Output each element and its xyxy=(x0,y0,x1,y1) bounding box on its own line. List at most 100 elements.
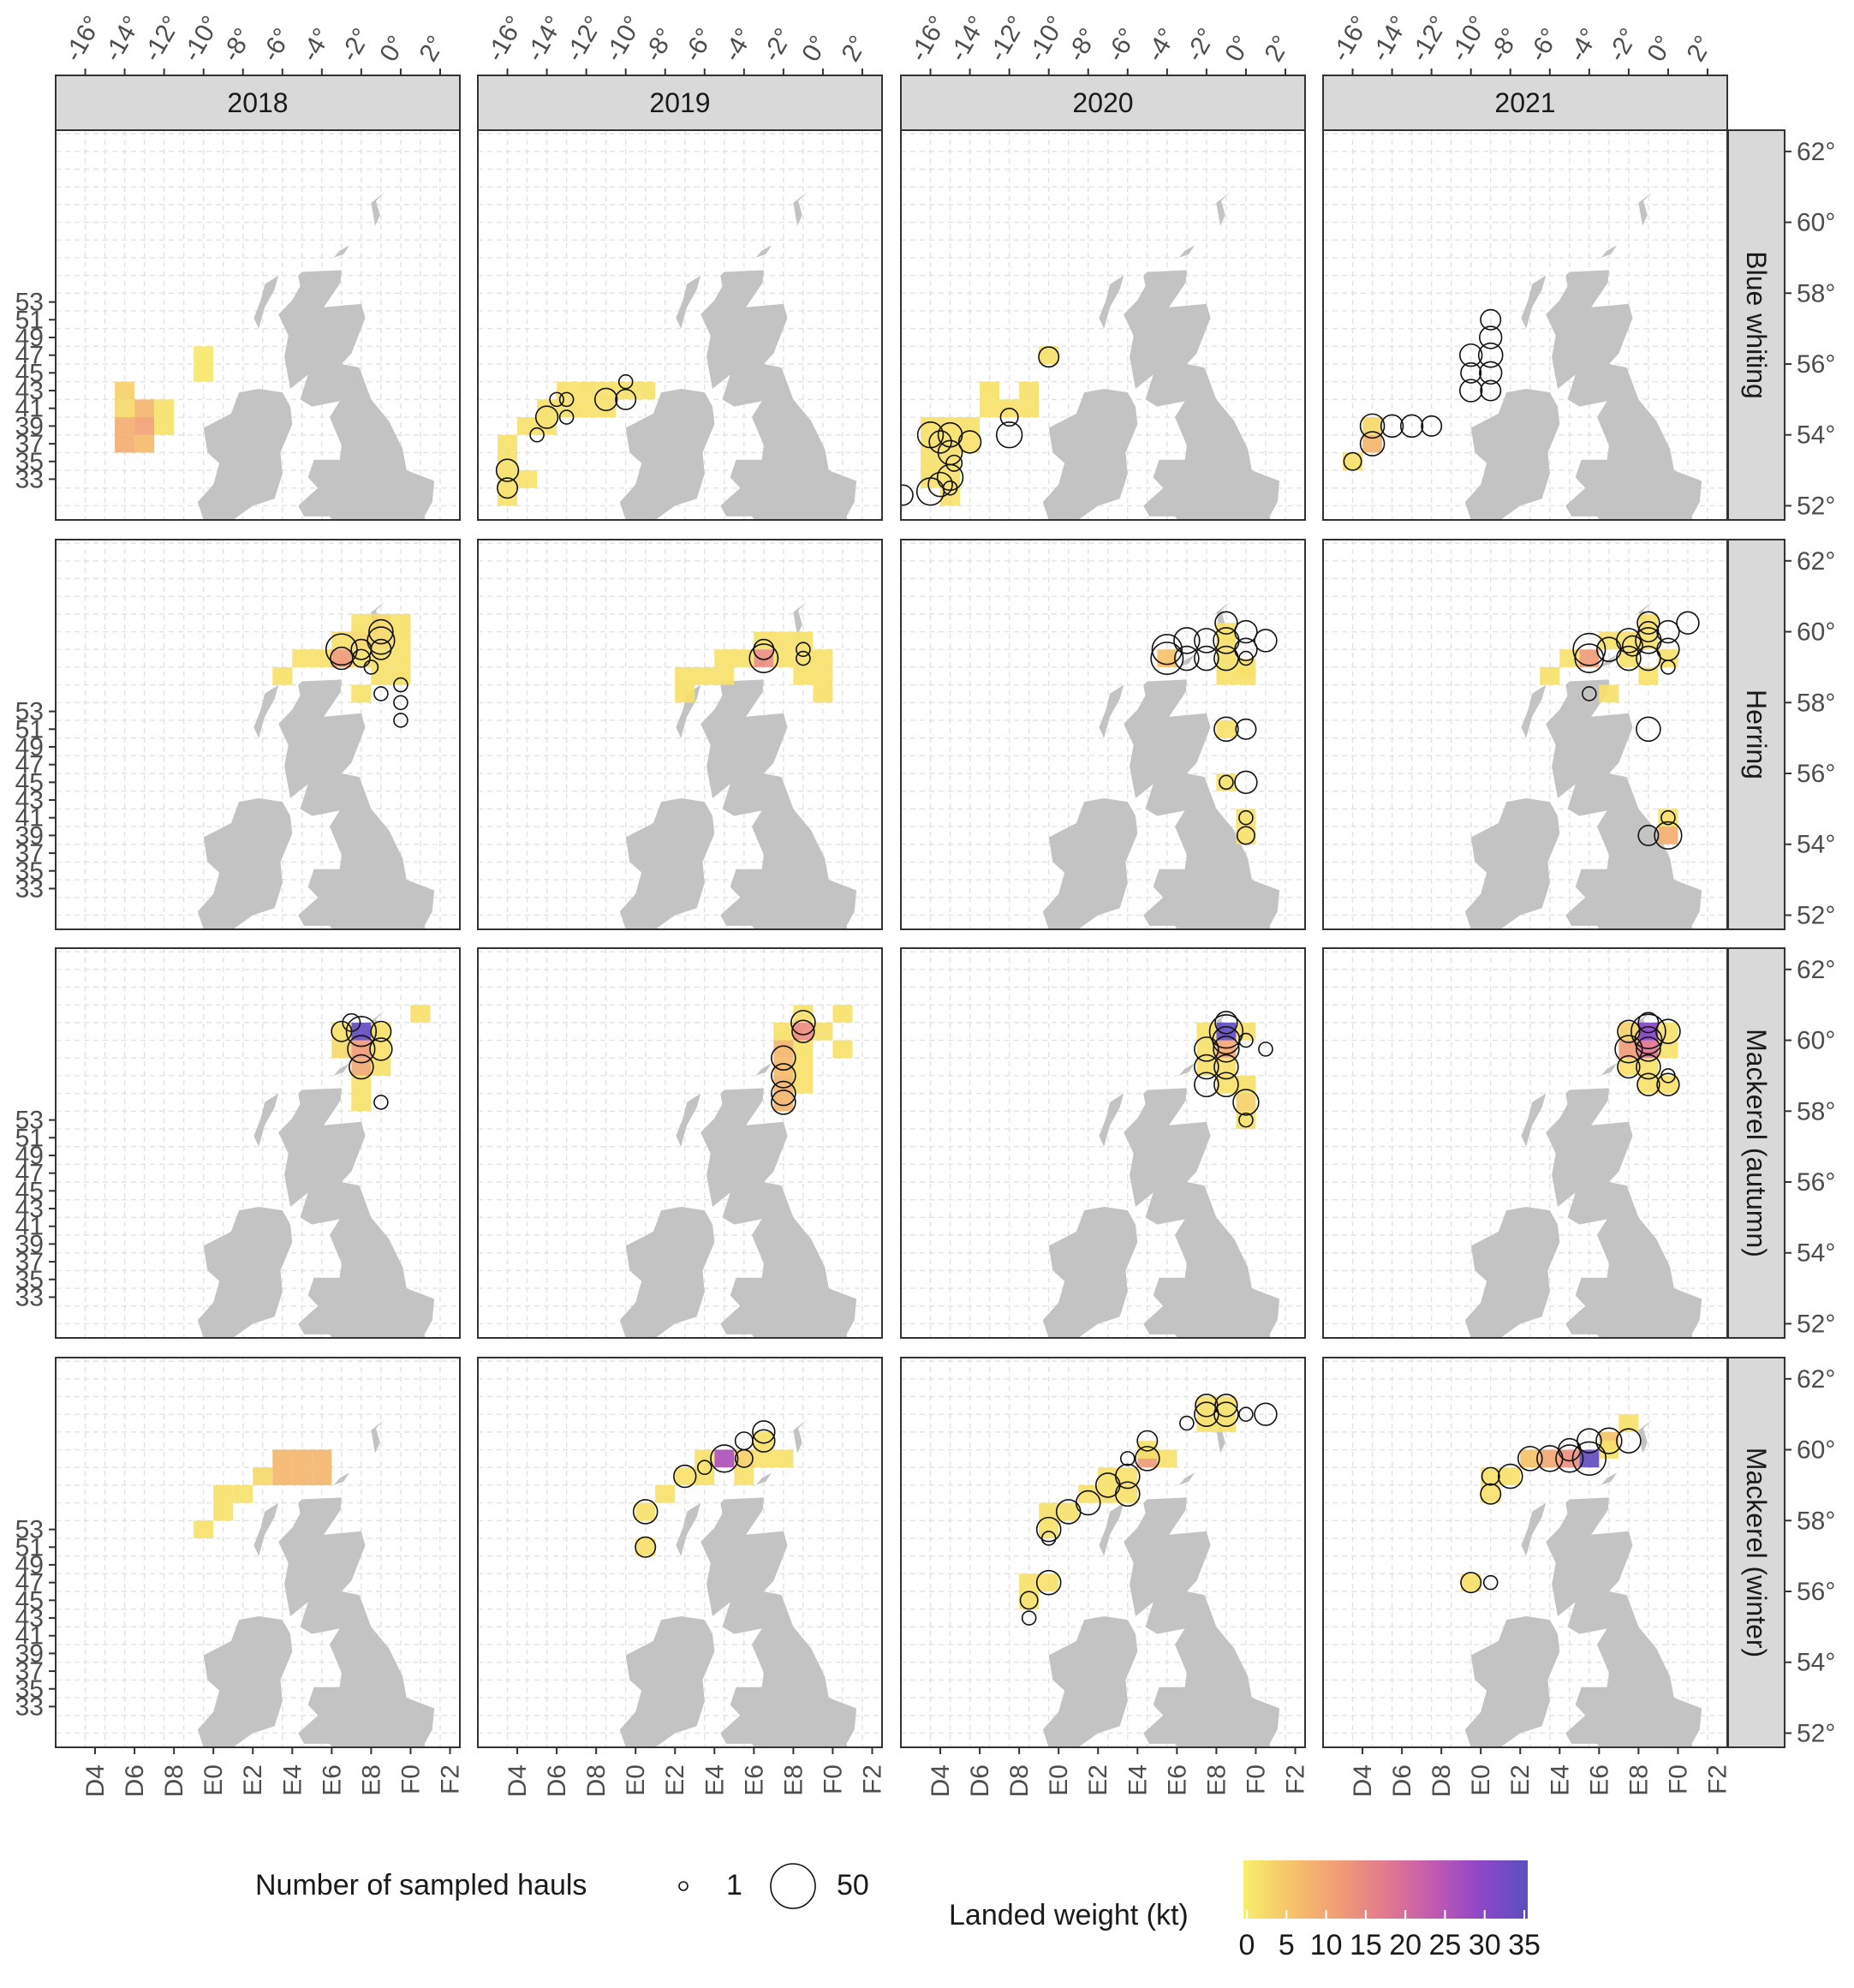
left-tick-label: 37 xyxy=(15,1657,44,1686)
weight-cell xyxy=(596,399,617,418)
haul-circle xyxy=(1235,718,1257,740)
haul-circle xyxy=(1660,660,1676,675)
land-polygon xyxy=(1546,679,1702,929)
left-tick-label: 41 xyxy=(15,1213,44,1241)
left-tick-label: 33 xyxy=(15,1692,44,1721)
bottom-axis: D4 D6 D8 E0 E2 E4 E6 E8 F0 F2 xyxy=(1349,1747,1732,1797)
haul-circle xyxy=(1119,1451,1136,1466)
land-polygon xyxy=(755,1472,772,1485)
haul-circle xyxy=(927,471,953,498)
land-polygon xyxy=(1464,1207,1560,1338)
top-tick-label: -12° xyxy=(1405,11,1453,66)
weight-cell xyxy=(351,1075,372,1094)
weight-cell xyxy=(1196,1396,1217,1415)
top-tick-label: -4° xyxy=(718,24,759,67)
weight-cell xyxy=(960,417,981,435)
land xyxy=(197,1010,435,1338)
top-tick-label: -16° xyxy=(904,11,952,66)
map-panel xyxy=(477,947,883,1339)
map-panel xyxy=(55,1357,461,1748)
haul-circle xyxy=(1359,413,1386,439)
right-tick-label: 62° xyxy=(1797,138,1835,166)
hauls-legend-circle-small xyxy=(678,1881,689,1891)
bottom-axis: D4 D6 D8 E0 E2 E4 E6 E8 F0 F2 xyxy=(81,1747,464,1797)
weight-cell xyxy=(351,1040,372,1059)
left-tick-label: 51 xyxy=(15,306,44,334)
panel-content xyxy=(901,948,1305,1338)
haul-circle xyxy=(999,408,1019,427)
land-polygon xyxy=(197,798,293,929)
right-tick-label: 56° xyxy=(1797,1168,1835,1197)
haul-circle xyxy=(1536,1445,1564,1472)
weight-cell xyxy=(773,649,794,667)
bottom-tick-label: E4 xyxy=(1124,1764,1152,1796)
weight-cell xyxy=(1362,417,1383,435)
weight-cell xyxy=(734,1449,754,1468)
weight-cell xyxy=(292,1467,313,1485)
left-tick-label: 53 xyxy=(15,289,44,317)
panel-border xyxy=(55,1357,461,1748)
map-panel xyxy=(55,129,461,521)
weight-cells xyxy=(1343,417,1383,471)
bottom-tick-label: F0 xyxy=(1664,1764,1692,1794)
weight-cell xyxy=(655,1484,676,1503)
left-tick-label: 35 xyxy=(15,1266,44,1294)
left-tick-label: 51 xyxy=(15,715,44,743)
left-tick-label: 37 xyxy=(15,839,44,868)
map-panel xyxy=(900,129,1306,521)
weight-cell xyxy=(1500,1467,1521,1485)
right-tick-label: 56° xyxy=(1797,760,1835,788)
land xyxy=(619,1010,857,1338)
left-tick-label: 45 xyxy=(15,359,44,387)
bottom-tick-label: E2 xyxy=(239,1764,267,1796)
haul-circle xyxy=(1614,1035,1643,1064)
right-tick-label: 58° xyxy=(1797,689,1835,717)
weight-cell xyxy=(773,1040,794,1059)
land-polygon xyxy=(1521,684,1547,738)
panel-border xyxy=(900,539,1306,930)
land-polygon xyxy=(676,1093,701,1147)
panel-content xyxy=(1323,130,1727,520)
panel-border xyxy=(477,947,883,1339)
hauls-legend-title: Number of sampled hauls xyxy=(255,1869,587,1901)
weight-cell xyxy=(371,1040,391,1059)
haul-circle xyxy=(1238,650,1254,666)
haul-circle xyxy=(1035,1516,1062,1543)
land-polygon xyxy=(755,245,772,258)
weight-cell xyxy=(115,417,135,435)
weight-cell xyxy=(940,417,961,435)
haul-circle xyxy=(1637,1012,1660,1034)
haul-circle xyxy=(1637,824,1660,846)
land-polygon xyxy=(1178,654,1195,667)
weight-cell xyxy=(793,1040,814,1059)
top-tick-label: -8° xyxy=(1062,24,1103,67)
weight-cell xyxy=(371,631,391,650)
bottom-tick-label: E4 xyxy=(278,1764,307,1796)
map-panel xyxy=(1322,539,1728,930)
bottom-tick-label: F2 xyxy=(1281,1764,1309,1794)
haul-circle xyxy=(349,1054,374,1080)
haul-circle xyxy=(1577,1428,1602,1454)
panel-content xyxy=(1323,948,1727,1338)
left-tick-label: 45 xyxy=(15,1177,44,1205)
haul-circle xyxy=(367,626,396,655)
weight-cell xyxy=(194,364,214,382)
top-tick-label: -6° xyxy=(256,24,297,67)
land xyxy=(619,192,857,520)
haul-circle xyxy=(1194,1054,1219,1080)
weight-cell xyxy=(1638,631,1659,650)
bottom-tick-label: E2 xyxy=(1506,1764,1535,1796)
weight-cell xyxy=(754,649,774,667)
land xyxy=(1464,192,1702,520)
weight-cell xyxy=(312,1467,332,1485)
bottom-tick-label: E8 xyxy=(1202,1764,1231,1796)
species-strip-box xyxy=(1727,947,1785,1339)
haul-circle xyxy=(1497,1463,1523,1490)
haul-circle xyxy=(1194,1036,1219,1062)
left-tick-label: 39 xyxy=(15,1230,44,1258)
weight-cell xyxy=(115,434,135,453)
haul-circle xyxy=(1460,361,1482,384)
left-tick-label: 49 xyxy=(15,733,44,761)
panel-content xyxy=(56,540,460,929)
weight-cell xyxy=(832,1005,853,1023)
